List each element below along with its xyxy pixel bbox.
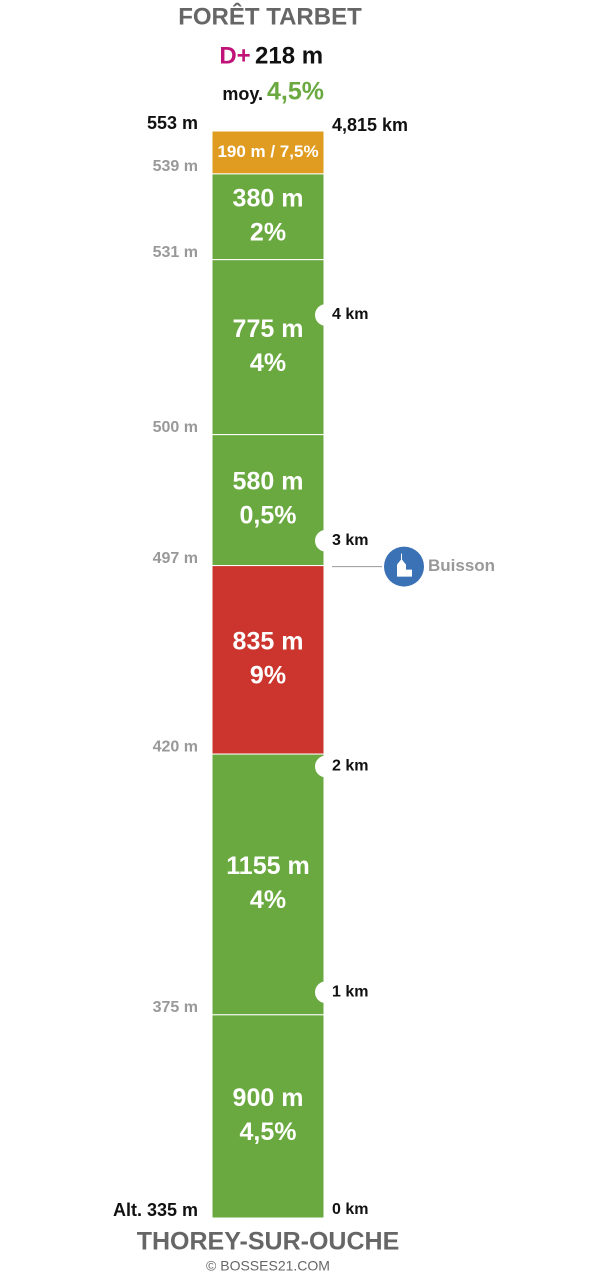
avg: 4,5%: [267, 78, 324, 106]
altitude: 531 m: [153, 244, 198, 261]
km-label: 3 km: [332, 532, 368, 549]
segment-length: 580 m: [233, 468, 304, 496]
altitude: 420 m: [153, 738, 198, 755]
segment-length: 900 m: [233, 1084, 304, 1112]
segment-length: 380 m: [233, 184, 304, 212]
altitude: 539 m: [153, 158, 198, 175]
poi-label: Buisson: [428, 556, 495, 575]
segment-grade: 0,5%: [240, 502, 297, 530]
avg-label: moy.: [222, 84, 263, 104]
segment-grade: 2%: [250, 218, 286, 246]
segment-grade: 4%: [250, 886, 286, 914]
segment: [211, 130, 325, 175]
segment-label: 190 m / 7,5%: [217, 142, 318, 161]
km-notch: [315, 981, 337, 1004]
km-notch: [315, 303, 337, 326]
segment: [211, 565, 325, 755]
km-label: 2 km: [332, 758, 368, 775]
segment: [211, 753, 325, 1016]
segment: [211, 259, 325, 436]
segment: [211, 434, 325, 567]
altitude: 497 m: [153, 550, 198, 567]
segment-length: 835 m: [233, 627, 304, 655]
segment-grade: 9%: [250, 661, 286, 689]
km-label: 4 km: [332, 306, 368, 323]
km-notch: [315, 529, 337, 552]
segment: [211, 173, 325, 261]
km-label: 1 km: [332, 983, 368, 1000]
km-label: 4,815 km: [332, 115, 408, 135]
altitude: 553 m: [147, 113, 198, 133]
altitude: Alt. 335 m: [113, 1200, 198, 1220]
gain-label: D+: [219, 42, 250, 69]
segment-length: 1155 m: [226, 852, 309, 880]
gain: 218 m: [255, 42, 323, 69]
altitude: 375 m: [153, 999, 198, 1016]
credit: © BOSSES21.COM: [206, 1258, 330, 1274]
segment: [211, 1014, 325, 1219]
segment-length: 775 m: [233, 315, 304, 343]
km-notch: [315, 755, 337, 778]
title: FORÊT TARBET: [178, 2, 362, 30]
altitude: 500 m: [153, 419, 198, 436]
km-label: 0 km: [332, 1201, 368, 1218]
segment-grade: 4,5%: [240, 1118, 297, 1146]
church-icon: [397, 553, 412, 577]
start-name: THOREY-SUR-OUCHE: [137, 1228, 400, 1256]
segment-grade: 4%: [250, 349, 286, 377]
